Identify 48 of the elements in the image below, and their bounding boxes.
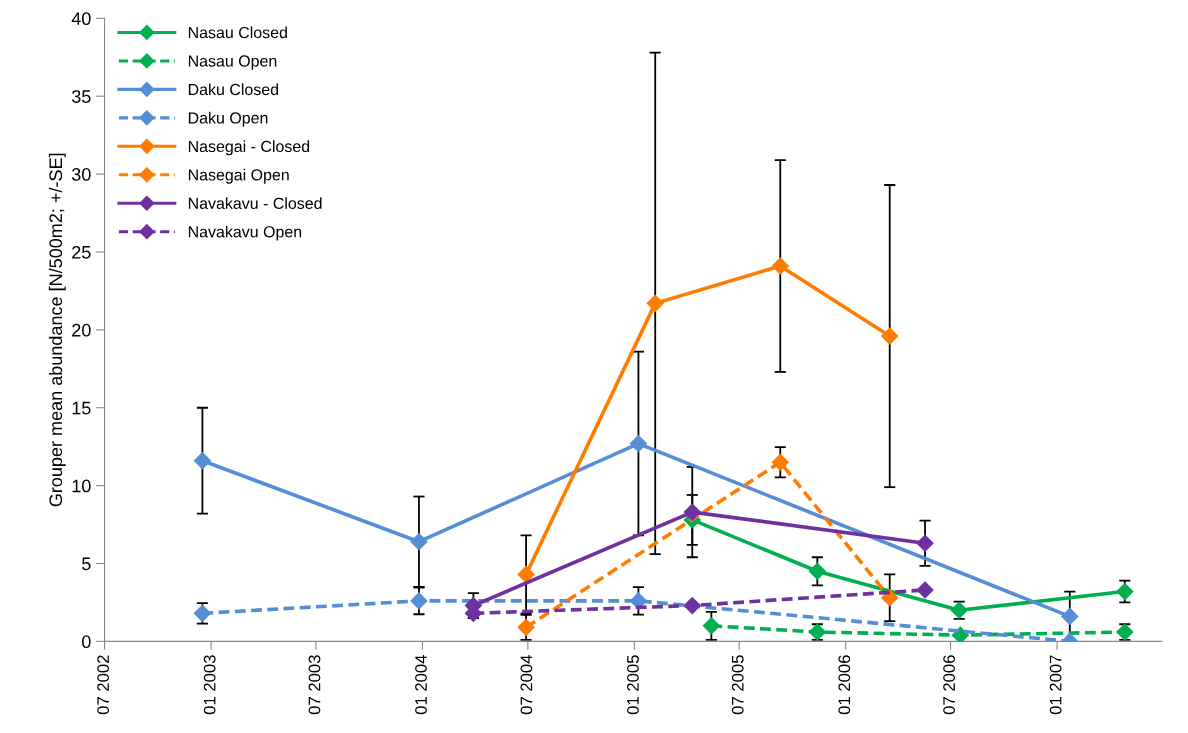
- point: [916, 534, 934, 552]
- point: [881, 589, 899, 607]
- y-tick-label: 0: [82, 635, 91, 649]
- point: [702, 617, 720, 635]
- x-tick-label: 07 2002: [97, 655, 110, 715]
- legend-label: Daku Open: [188, 111, 268, 127]
- point: [951, 626, 969, 642]
- point: [916, 581, 934, 599]
- x-tick-label: 01 2007: [1049, 655, 1062, 715]
- x-tick-label: 07 2006: [943, 655, 955, 715]
- legend-label: Nasau Closed: [188, 26, 287, 39]
- x-tick-label: 01 2005: [627, 655, 639, 715]
- x-tick-label: 07 2005: [731, 655, 744, 715]
- x-tick-label: 01 2003: [203, 655, 216, 715]
- point: [771, 257, 789, 275]
- point: [808, 562, 826, 580]
- point: [517, 618, 535, 636]
- point: [410, 533, 428, 551]
- y-tick-label: 40: [71, 12, 91, 26]
- y-tick-label: 30: [71, 168, 91, 181]
- legend-label: Nasegai - Closed: [188, 140, 310, 156]
- point: [881, 327, 899, 345]
- legend-label: Nasegai Open: [188, 168, 289, 184]
- y-tick-label: 35: [71, 90, 91, 103]
- point: [683, 596, 701, 615]
- point: [629, 592, 647, 610]
- y-tick-label: 15: [72, 401, 91, 415]
- y-tick-label: 25: [72, 245, 91, 259]
- point: [193, 452, 211, 470]
- x-tick-label: 01 2004: [415, 655, 427, 715]
- point: [771, 453, 789, 471]
- legend-label: Navakavu - Closed: [188, 197, 322, 209]
- x-tick-label: 07 2003: [308, 655, 321, 715]
- y-tick-label: 5: [82, 557, 91, 571]
- y-tick-label: 10: [72, 479, 91, 493]
- point: [683, 503, 701, 521]
- y-axis-title: Grouper mean abundance [N/500m2; +/-SE]: [48, 153, 66, 507]
- point: [410, 592, 428, 610]
- point: [517, 565, 535, 583]
- legend-label: Daku Closed: [188, 83, 279, 96]
- legend-label: Navakavu Open: [188, 225, 302, 241]
- point: [1061, 607, 1079, 626]
- point: [646, 294, 664, 312]
- x-tick-label: 07 2004: [520, 655, 533, 715]
- point: [629, 435, 647, 453]
- x-tick-label: 01 2006: [838, 655, 851, 715]
- legend-label: Nasau Open: [188, 55, 277, 70]
- y-tick-label: 20: [72, 323, 91, 337]
